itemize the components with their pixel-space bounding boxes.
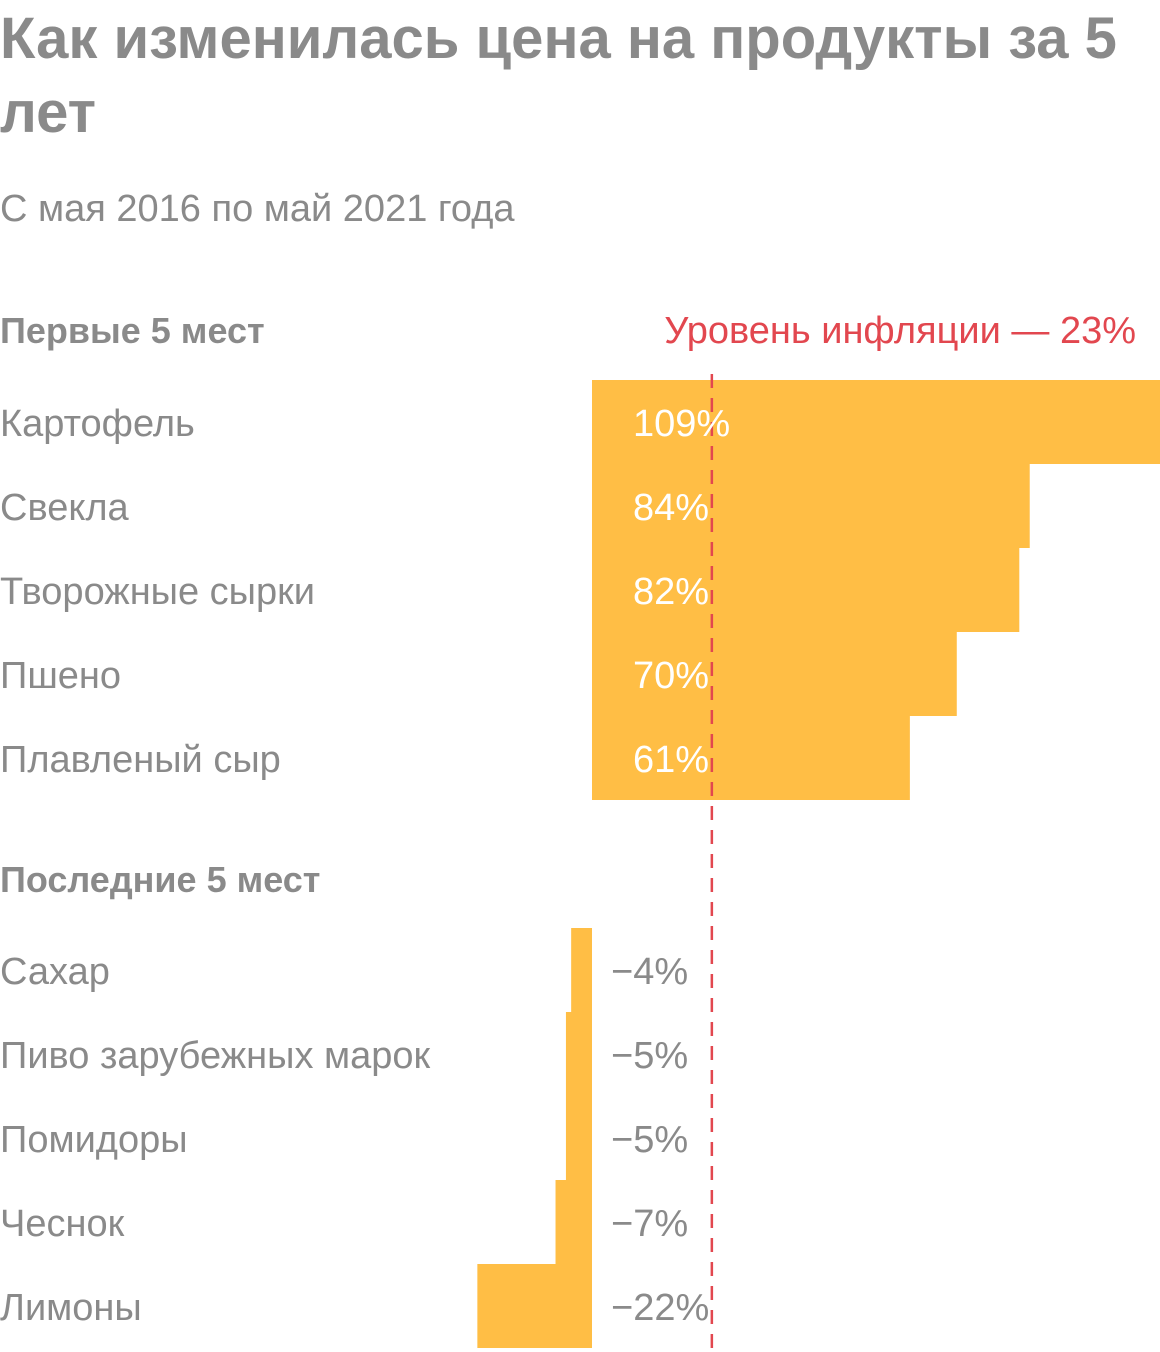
category-label: Картофель <box>0 403 195 445</box>
value-label: −4% <box>611 951 688 993</box>
bar <box>555 1180 592 1264</box>
bars-layer <box>477 380 1160 1348</box>
category-label: Свекла <box>0 487 130 529</box>
bar <box>571 928 592 1012</box>
value-label: −5% <box>611 1119 688 1161</box>
section-header: Последние 5 мест <box>0 859 320 900</box>
bar <box>565 1096 592 1180</box>
bar <box>565 1012 592 1096</box>
category-label: Пшено <box>0 655 121 697</box>
bar <box>592 548 1020 632</box>
inflation-reference-label: Уровень инфляции — 23% <box>664 310 1136 352</box>
bar <box>592 380 1160 464</box>
chart-subtitle: С мая 2016 по май 2021 года <box>0 188 515 230</box>
category-label: Пиво зарубежных марок <box>0 1035 431 1077</box>
category-label: Лимоны <box>0 1287 142 1329</box>
category-label: Помидоры <box>0 1119 188 1161</box>
value-label: −7% <box>611 1203 688 1245</box>
value-label: 84% <box>633 487 709 529</box>
value-label: −22% <box>611 1287 709 1329</box>
chart-title: Как изменилась цена на продукты за 5 лет <box>0 6 1117 145</box>
bar <box>592 464 1030 548</box>
category-label: Сахар <box>0 951 110 993</box>
bar <box>477 1264 592 1348</box>
category-label: Плавленый сыр <box>0 739 281 781</box>
section-header: Первые 5 мест <box>0 310 265 351</box>
bar <box>592 716 910 800</box>
category-label: Чеснок <box>0 1203 125 1245</box>
value-label: 82% <box>633 571 709 613</box>
value-label: −5% <box>611 1035 688 1077</box>
value-label: 61% <box>633 739 709 781</box>
value-label: 109% <box>633 403 730 445</box>
value-label: 70% <box>633 655 709 697</box>
category-label: Творожные сырки <box>0 571 315 613</box>
labels-layer: Первые 5 мест Картофель 109% Свекла 84% Творо… <box>0 310 1136 1329</box>
bar <box>592 632 957 716</box>
